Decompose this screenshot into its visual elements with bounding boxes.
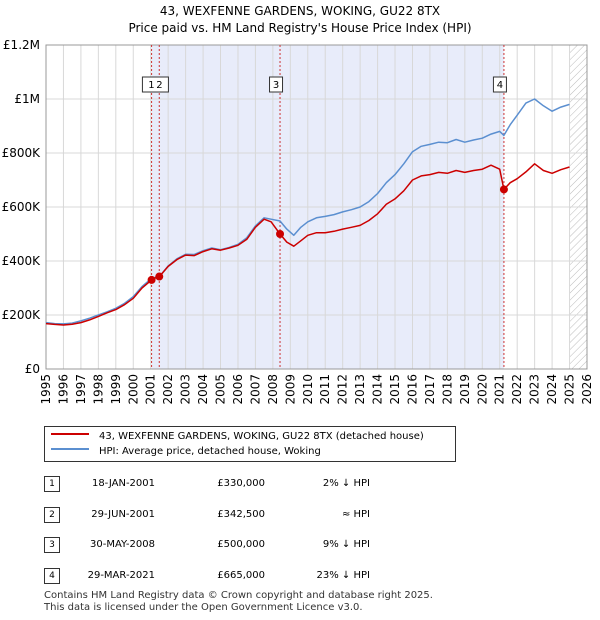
y-tick-label: £600K — [2, 200, 42, 214]
legend-item-property: 43, WEXFENNE GARDENS, WOKING, GU22 8TX (… — [51, 430, 424, 444]
x-tick-label: 2001 — [144, 374, 158, 405]
sale-price: £665,000 — [217, 570, 265, 581]
y-tick-label: £1M — [14, 92, 40, 106]
sale-point — [499, 185, 508, 194]
sale-marker-box — [269, 76, 284, 93]
x-tick-label: 1996 — [56, 374, 70, 405]
x-tick-label: 2008 — [266, 374, 280, 405]
x-tick-label: 2010 — [301, 374, 315, 405]
footer-copyright: Contains HM Land Registry data © Crown c… — [44, 590, 433, 601]
sale-price: £330,000 — [217, 478, 265, 489]
sale-price: £500,000 — [217, 539, 265, 550]
sale-price: £342,500 — [217, 509, 265, 520]
x-tick-label: 2003 — [179, 374, 193, 405]
x-tick-label: 1999 — [109, 374, 123, 405]
x-tick-label: 2022 — [510, 374, 524, 405]
x-tick-label: 2000 — [126, 374, 140, 405]
legend-item-hpi: HPI: Average price, detached house, Woki… — [51, 445, 321, 459]
y-tick-label: £1.2M — [3, 38, 40, 52]
y-tick-label: £800K — [2, 146, 42, 160]
price-chart: 43, WEXFENNE GARDENS, WOKING, GU22 8TX Pr… — [2, 4, 594, 405]
y-tick-label: £0 — [25, 362, 40, 376]
sale-number-badge: 2 — [44, 507, 60, 523]
x-tick-label: 2012 — [336, 374, 350, 405]
x-tick-label: 2020 — [475, 374, 489, 405]
legend-label-hpi: HPI: Average price, detached house, Woki… — [99, 446, 321, 457]
chart-title: 43, WEXFENNE GARDENS, WOKING, GU22 8TX — [160, 4, 440, 18]
x-tick-label: 2018 — [440, 374, 454, 405]
legend: 43, WEXFENNE GARDENS, WOKING, GU22 8TX (… — [44, 426, 456, 462]
plot-border — [45, 44, 588, 370]
x-tick-label: 2017 — [423, 374, 437, 405]
x-tick-label: 2004 — [196, 374, 210, 405]
sale-number-badge: 1 — [44, 476, 60, 492]
sale-hpi-relation: 9% ↓ HPI — [322, 539, 370, 550]
x-tick-label: 2024 — [545, 374, 559, 405]
sale-hpi-relation: 23% ↓ HPI — [316, 570, 370, 581]
table-row: 1 18-JAN-2001 £330,000 2% ↓ HPI — [0, 473, 600, 493]
sale-number-badge: 3 — [44, 537, 60, 553]
x-tick-label: 1995 — [39, 374, 53, 405]
sale-date: 29-MAR-2021 — [87, 570, 155, 581]
x-tick-label: 2014 — [371, 374, 385, 405]
x-tick-label: 2023 — [528, 374, 542, 405]
x-tick-label: 2016 — [405, 374, 419, 405]
sale-date: 18-JAN-2001 — [91, 478, 155, 489]
series-line-property — [46, 163, 570, 326]
table-row: 3 30-MAY-2008 £500,000 9% ↓ HPI — [0, 534, 600, 554]
x-tick-label: 2005 — [214, 374, 228, 405]
x-tick-label: 2007 — [248, 374, 262, 405]
x-tick-label: 1997 — [74, 374, 88, 405]
table-row: 4 29-MAR-2021 £665,000 23% ↓ HPI — [0, 565, 600, 585]
x-tick-label: 2006 — [231, 374, 245, 405]
sale-point — [155, 272, 164, 281]
series-line-hpi — [46, 98, 570, 325]
x-tick-label: 2013 — [353, 374, 367, 405]
sale-marker-box — [492, 76, 507, 93]
sale-point — [147, 275, 156, 284]
sale-marker-label: 3 — [273, 80, 279, 91]
sale-marker-box — [141, 76, 169, 93]
x-tick-label: 2015 — [388, 374, 402, 405]
sale-point — [276, 230, 285, 238]
sale-date: 30-MAY-2008 — [89, 539, 155, 550]
legend-swatch-hpi — [51, 448, 89, 450]
y-tick-label: £400K — [2, 254, 42, 268]
sale-hpi-relation: 2% ↓ HPI — [322, 478, 370, 489]
legend-label-property: 43, WEXFENNE GARDENS, WOKING, GU22 8TX (… — [99, 431, 424, 442]
x-tick-label: 2002 — [161, 374, 175, 405]
legend-swatch-property — [51, 433, 89, 435]
footer-attribution: Contains HM Land Registry data © Crown c… — [44, 590, 433, 614]
sale-marker-label: 4 — [497, 80, 503, 91]
series-group — [46, 98, 570, 326]
sale-date: 29-JUN-2001 — [91, 509, 155, 520]
x-tick-label: 1998 — [91, 374, 105, 405]
sale-marker-label: 1 — [148, 80, 154, 91]
sale-marker-label: 2 — [156, 80, 162, 91]
x-tick-label: 2011 — [318, 374, 332, 405]
x-tick-label: 2021 — [493, 374, 507, 405]
footer-licence: This data is licensed under the Open Gov… — [44, 602, 363, 613]
table-row: 2 29-JUN-2001 £342,500 ≈ HPI — [0, 504, 600, 524]
chart-subtitle: Price paid vs. HM Land Registry's House … — [128, 21, 471, 35]
x-tick-label: 2025 — [563, 374, 577, 405]
sale-number-badge: 4 — [44, 568, 60, 584]
x-tick-label: 2019 — [458, 374, 472, 405]
x-tick-label: 2009 — [283, 374, 297, 405]
sale-hpi-relation: ≈ HPI — [341, 509, 370, 520]
y-tick-label: £200K — [2, 308, 42, 322]
x-tick-label: 2026 — [580, 374, 594, 405]
